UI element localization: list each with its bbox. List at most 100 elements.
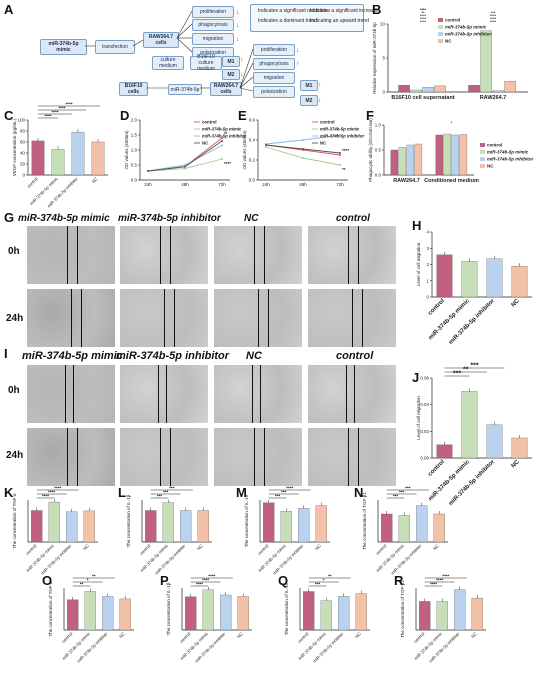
B-sig-label: **** [420, 13, 427, 18]
scratch-edge-line [67, 226, 69, 284]
B-legend-swatch [438, 18, 443, 22]
B-ylabel: Relative expression of miR-374b-5p [372, 22, 377, 94]
D-legend-label: NC [202, 141, 208, 146]
E-point [339, 164, 341, 166]
micrograph [120, 428, 208, 486]
E-point [265, 146, 267, 148]
D-sig-label: ** [224, 131, 228, 136]
panel-letter-q: Q [278, 573, 289, 588]
i-row-24h: 24h [6, 450, 24, 461]
J-ytick-label: 0.00 [420, 456, 429, 461]
P-bar [202, 589, 214, 631]
F-xtick-label: Conditioned medium [424, 178, 479, 184]
micrograph [308, 289, 396, 347]
scratch-edge-line [160, 226, 162, 284]
P-bar [185, 596, 197, 631]
M-ylabel: The concentration of IL-10 [244, 494, 249, 547]
scratch-edge-line [358, 428, 360, 486]
svg-text:↓: ↓ [236, 36, 240, 43]
panel-letter-b: B [372, 2, 382, 17]
F-bar [390, 149, 399, 176]
B-ytick-label: 10 [380, 22, 386, 27]
B-legend-swatch [438, 25, 443, 29]
E-point [339, 154, 341, 156]
O-sig-label: ** [80, 581, 84, 586]
R-ylabel: The concentration of TGF-β1 [400, 580, 405, 638]
M-bar [263, 502, 275, 543]
O-xtick-label: miR-374b-5p inhibitor [76, 631, 109, 664]
F-ylabel: Phagocytic ability (OD=540 nm) [368, 118, 373, 182]
micrograph [308, 428, 396, 486]
K-bar [83, 510, 95, 543]
F-legend-label: control [487, 143, 502, 148]
N-ylabel: The concentration of TGF-β1 [362, 492, 367, 550]
diagram-raw-cells: RAW264.7 cells [143, 32, 179, 48]
O-bar [119, 598, 131, 631]
diagram-mimic2: miR-374b-5p [168, 84, 202, 95]
diagram-m1b: M1 [300, 80, 318, 91]
Q-xtick-label: NC [354, 631, 362, 639]
D-point [184, 165, 186, 168]
g-col-inhibitor: miR-374b-5p inhibitor [118, 213, 221, 224]
micrograph [27, 365, 115, 423]
F-ytick-label: 1.0 [375, 123, 382, 128]
B-ytick-label: 0 [382, 90, 385, 95]
diagram-phagocytosis: phagocytosis [192, 19, 234, 31]
B-bar [398, 85, 410, 93]
F-ytick-label: 0.0 [375, 173, 382, 178]
C-bar [71, 131, 85, 176]
R-sig-label: **** [436, 577, 443, 582]
J-xtick-label: miR-374b-5p inhibitor [448, 459, 496, 507]
H-ytick-label: 1 [426, 278, 429, 283]
scratch-edge-line [258, 289, 260, 347]
Q-bar [320, 600, 332, 631]
B-sig-label: ** [421, 10, 425, 15]
diagram-culture-medium: culture medium [152, 56, 184, 70]
P-sig-label: **** [196, 581, 203, 586]
O-bar [67, 599, 79, 631]
O-sig-label: * [87, 577, 89, 582]
micrograph [214, 365, 302, 423]
B-bar [434, 85, 446, 93]
diagram-b16-cells: B16F10 cells [119, 82, 148, 96]
diagram-polar2: polarization [253, 86, 295, 98]
K-bar [31, 510, 43, 543]
P-ylabel: The concentration of IL-1β [166, 582, 171, 635]
Q-bar [303, 591, 315, 631]
R-bar [454, 589, 466, 631]
C-xtick-label: control [26, 176, 39, 189]
R-xtick-label: control [413, 631, 426, 644]
diagram-m2: M2 [222, 69, 240, 80]
E-point [339, 134, 341, 136]
panel-letter-p: P [160, 573, 169, 588]
micrograph [308, 226, 396, 284]
scratch-edge-line [268, 289, 270, 347]
L-bar [162, 502, 174, 543]
Q-ylabel: The concentration of IL-10 [284, 582, 289, 635]
C-bar [51, 148, 65, 176]
panel-letter-f: F [366, 108, 374, 123]
C-bar [91, 141, 105, 176]
B-bar [468, 85, 480, 93]
P-bar [237, 596, 249, 631]
scratch-edge-line [166, 365, 168, 423]
diagram-m2b: M2 [300, 95, 318, 106]
N-xtick-label: control [375, 543, 388, 556]
N-bar [381, 513, 393, 543]
F-legend-swatch [480, 143, 485, 147]
K-sig-label: **** [42, 493, 49, 498]
micrograph [120, 289, 208, 347]
L-bar [145, 510, 157, 543]
P-bar [220, 594, 232, 631]
H-xtick-label: NC [511, 298, 522, 309]
diagram-raw2: RAW264.7 cells [210, 82, 242, 96]
M-bar [315, 505, 327, 543]
micrograph [27, 226, 115, 284]
M-sig-label: *** [275, 493, 281, 498]
micrograph [214, 289, 302, 347]
Q-bar [355, 593, 367, 631]
svg-text:↓: ↓ [236, 22, 240, 29]
B-bar [504, 80, 516, 93]
K-ylabel: The concentration of TNF-α [12, 493, 17, 548]
L-xtick-label: control [139, 543, 152, 556]
